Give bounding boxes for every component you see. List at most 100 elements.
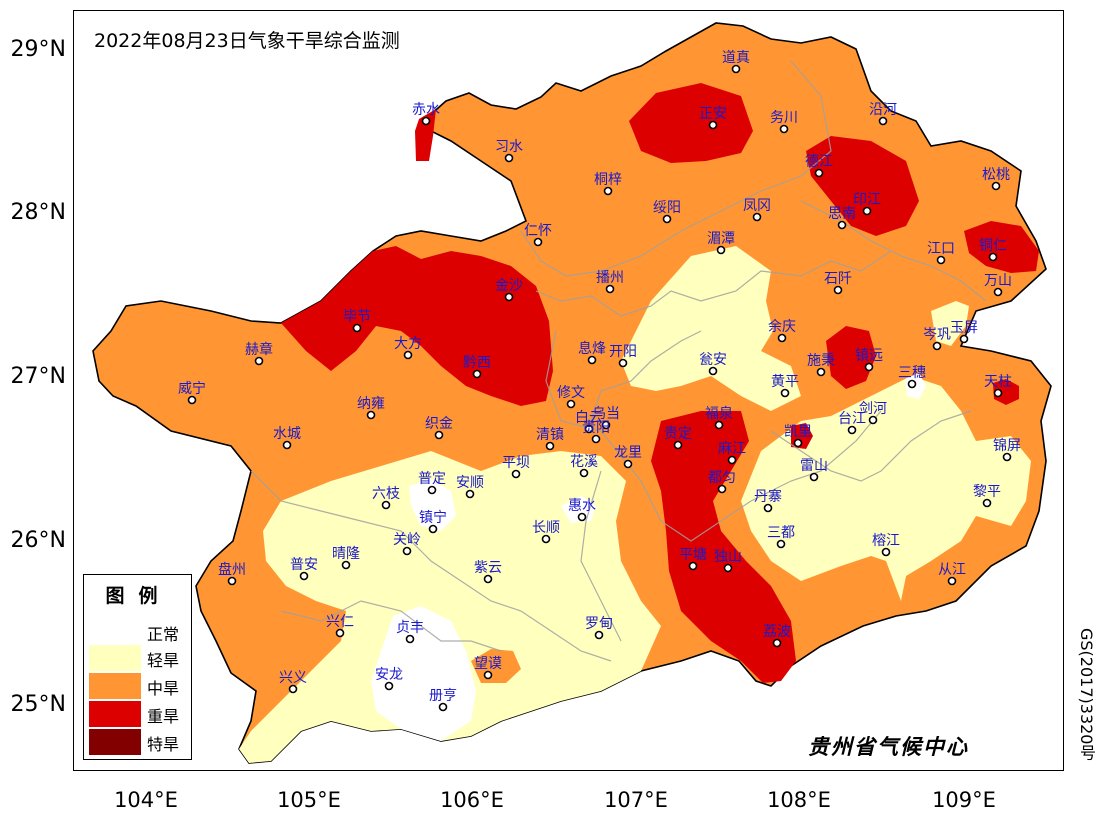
station-82: 兴义 <box>279 670 307 694</box>
station-marker <box>752 212 762 222</box>
station-52: 麻江 <box>718 441 746 465</box>
station-marker <box>673 440 683 450</box>
legend-title: 图例 <box>105 585 172 607</box>
station-66: 关岭 <box>393 532 421 556</box>
station-marker <box>864 362 874 372</box>
legend-swatch-light <box>89 645 141 671</box>
station-35: 镇远 <box>855 348 883 372</box>
station-marker <box>982 498 992 508</box>
station-69: 普安 <box>290 557 318 581</box>
station-55: 花溪 <box>570 454 598 478</box>
station-label: 乌当 <box>592 406 620 422</box>
station-label: 台江 <box>838 411 866 427</box>
station-label: 平坝 <box>502 455 530 471</box>
station-83: 册亨 <box>429 687 457 712</box>
station-marker <box>988 252 998 262</box>
station-label: 赤水 <box>412 102 440 118</box>
station-68: 榕江 <box>872 533 900 557</box>
station-label: 安龙 <box>375 667 403 683</box>
station-marker <box>793 438 803 448</box>
normal-anlong <box>371 606 476 741</box>
station-label: 瓮安 <box>699 352 727 368</box>
station-marker <box>282 440 292 450</box>
lat-tick-25: 25°N <box>10 692 66 717</box>
map-frame: 道真 正安 务川 沿河 赤水 习水 德江 印江 松桃 桐梓 绥阳 凤冈 思南 江口 铜仁 仁怀 湄潭 金沙 播州 石阡… <box>73 10 1064 771</box>
station-32: 修文 <box>557 385 585 409</box>
station-label: 绥阳 <box>653 200 681 216</box>
station-label: 册亨 <box>429 687 457 704</box>
station-marker <box>1002 452 1012 462</box>
legend-swatch-extreme <box>89 729 141 755</box>
station-63: 惠水 <box>568 498 596 522</box>
station-49: 水城 <box>273 426 301 450</box>
station-51: 贵定 <box>664 426 692 450</box>
legend-item-light: 轻旱 <box>89 645 189 671</box>
station-70: 晴隆 <box>332 546 360 570</box>
station-label: 三穗 <box>898 365 926 381</box>
station-label: 凯里 <box>784 424 812 440</box>
station-marker <box>566 399 576 409</box>
station-marker <box>541 534 551 544</box>
station-58: 安顺 <box>456 475 484 499</box>
station-marker <box>716 245 726 255</box>
station-marker <box>341 560 351 570</box>
station-label: 天柱 <box>984 374 1012 390</box>
station-marker <box>727 455 737 465</box>
station-label: 赫章 <box>245 341 273 358</box>
station-marker <box>504 153 514 163</box>
station-label: 凤冈 <box>743 198 771 214</box>
severe-bijie-qianxi <box>281 246 553 406</box>
station-marker <box>601 420 611 430</box>
station-marker <box>714 420 724 430</box>
station-label: 罗甸 <box>585 616 613 632</box>
station-label: 水城 <box>273 426 301 442</box>
station-label: 丹寨 <box>754 488 782 505</box>
station-label: 榕江 <box>872 533 900 549</box>
severe-guiding-libo <box>651 411 796 683</box>
station-label: 关岭 <box>393 532 421 548</box>
station-3: 沿河 <box>869 102 897 126</box>
lon-tick-106: 106°E <box>440 788 504 812</box>
severe-chishui <box>415 109 436 161</box>
lon-tick-107: 107°E <box>604 788 668 812</box>
station-label: 织金 <box>425 416 453 432</box>
station-marker <box>688 561 698 571</box>
station-marker <box>288 684 298 694</box>
station-label: 安顺 <box>456 475 484 491</box>
legend-item-normal: 正常 <box>89 619 189 645</box>
station-label: 独山 <box>714 549 742 565</box>
severe-tongren <box>964 221 1039 273</box>
severe-tianzhu <box>993 379 1019 405</box>
station-22: 毕节 <box>343 309 371 333</box>
station-16: 湄潭 <box>707 230 735 255</box>
station-11: 凤冈 <box>743 198 771 222</box>
station-36: 三穗 <box>898 365 926 389</box>
station-marker <box>777 333 787 343</box>
station-marker <box>587 355 597 365</box>
station-33: 瓮安 <box>699 352 727 376</box>
station-38: 天柱 <box>984 374 1012 398</box>
station-label: 三都 <box>767 525 795 541</box>
lat-tick-28: 28°N <box>10 200 66 225</box>
station-79: 荔波 <box>763 624 791 648</box>
lon-tick-104: 104°E <box>114 788 178 812</box>
station-label: 黎平 <box>973 484 1001 500</box>
station-77: 贞丰 <box>396 619 424 644</box>
station-marker <box>623 459 633 469</box>
station-15: 仁怀 <box>524 223 552 247</box>
station-marker <box>603 186 613 196</box>
station-label: 威宁 <box>178 380 206 397</box>
station-marker <box>662 214 672 224</box>
station-13: 江口 <box>927 241 955 265</box>
station-label: 岑巩 <box>923 327 951 343</box>
station-label: 思南 <box>828 206 856 222</box>
station-marker <box>959 334 969 344</box>
station-marker <box>472 369 482 379</box>
station-label: 贵定 <box>664 426 692 442</box>
lat-tick-29: 29°N <box>10 37 66 62</box>
station-28: 岑巩 <box>923 327 951 351</box>
station-62: 镇宁 <box>419 509 447 534</box>
station-60: 都匀 <box>708 470 736 494</box>
